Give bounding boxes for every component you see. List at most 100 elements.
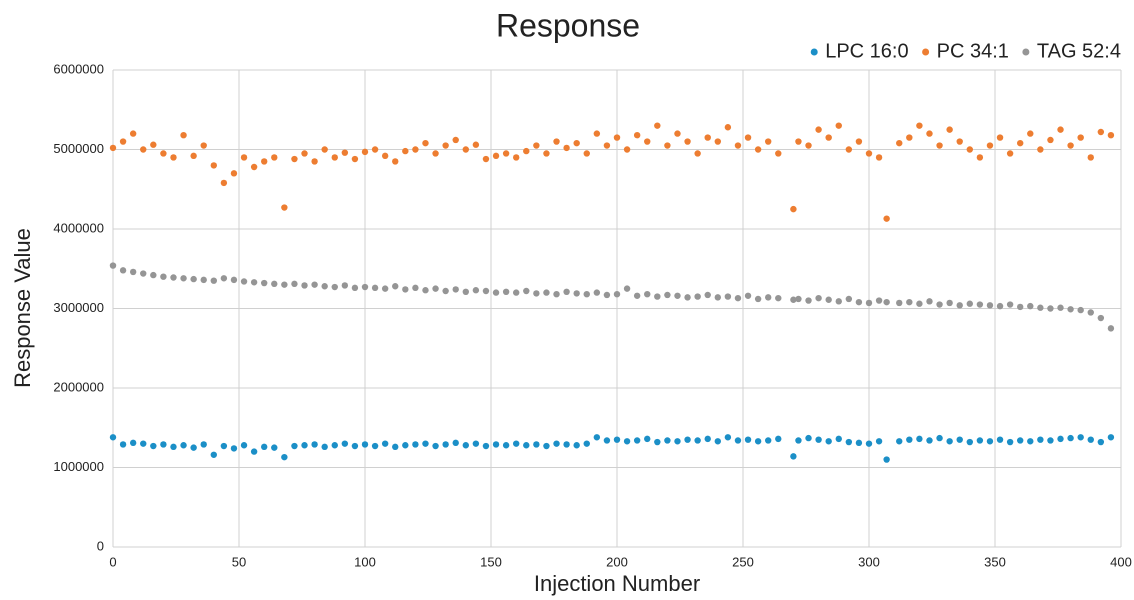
point bbox=[1037, 146, 1044, 153]
point bbox=[482, 442, 490, 450]
point bbox=[1057, 435, 1064, 443]
point bbox=[513, 154, 520, 161]
point bbox=[623, 285, 631, 292]
point bbox=[1107, 325, 1115, 332]
legend-label: TAG 52:4 bbox=[1037, 40, 1121, 62]
point bbox=[654, 293, 661, 300]
point bbox=[311, 281, 318, 288]
point bbox=[392, 158, 399, 165]
point bbox=[331, 283, 338, 291]
point bbox=[392, 443, 399, 451]
point bbox=[593, 434, 601, 441]
point bbox=[492, 289, 500, 296]
point bbox=[875, 297, 883, 304]
y-tick-label: 2000000 bbox=[53, 379, 104, 394]
point bbox=[220, 442, 228, 450]
point bbox=[361, 441, 369, 448]
point bbox=[180, 275, 187, 282]
point bbox=[271, 280, 278, 288]
point bbox=[790, 205, 797, 213]
point bbox=[875, 154, 883, 161]
point bbox=[865, 150, 873, 157]
point bbox=[341, 440, 349, 447]
point bbox=[190, 444, 197, 451]
point bbox=[361, 148, 369, 156]
point bbox=[754, 146, 762, 153]
point bbox=[986, 438, 994, 445]
point bbox=[281, 453, 288, 461]
point bbox=[210, 277, 217, 284]
point bbox=[1107, 434, 1115, 441]
point bbox=[906, 436, 913, 443]
point bbox=[543, 150, 550, 157]
point bbox=[220, 179, 228, 187]
point bbox=[331, 154, 338, 161]
point bbox=[311, 441, 318, 448]
point bbox=[402, 286, 409, 293]
point bbox=[160, 273, 167, 280]
point bbox=[583, 150, 590, 157]
point bbox=[492, 441, 500, 448]
point bbox=[936, 142, 943, 149]
point bbox=[825, 438, 832, 445]
point bbox=[855, 298, 863, 306]
point bbox=[765, 294, 772, 301]
point bbox=[1077, 134, 1084, 141]
point bbox=[633, 292, 641, 299]
point bbox=[966, 146, 973, 153]
point bbox=[906, 298, 913, 306]
point bbox=[704, 291, 711, 299]
point bbox=[956, 302, 963, 309]
point bbox=[402, 442, 409, 449]
point bbox=[250, 279, 258, 286]
point bbox=[613, 290, 621, 298]
point bbox=[986, 142, 994, 149]
point bbox=[502, 150, 510, 157]
point bbox=[533, 290, 540, 297]
point bbox=[1097, 128, 1105, 136]
point bbox=[442, 287, 449, 295]
point bbox=[200, 276, 207, 284]
point bbox=[190, 275, 197, 283]
point bbox=[1087, 436, 1094, 443]
point bbox=[684, 294, 691, 301]
point bbox=[825, 296, 832, 303]
point bbox=[341, 149, 349, 156]
point bbox=[724, 124, 732, 131]
point bbox=[734, 294, 742, 302]
point bbox=[664, 291, 671, 299]
point bbox=[1037, 304, 1044, 311]
point bbox=[432, 285, 439, 292]
point bbox=[1087, 154, 1094, 161]
point bbox=[321, 443, 328, 451]
point bbox=[250, 448, 258, 455]
point bbox=[573, 139, 580, 147]
point bbox=[482, 287, 490, 295]
point bbox=[392, 283, 399, 290]
legend-marker bbox=[810, 48, 818, 56]
point bbox=[674, 130, 681, 137]
point bbox=[442, 441, 449, 448]
point bbox=[996, 134, 1004, 141]
point bbox=[633, 437, 641, 444]
point bbox=[896, 139, 903, 147]
x-tick-label: 150 bbox=[480, 554, 502, 569]
point bbox=[684, 436, 691, 443]
point bbox=[180, 442, 187, 449]
point bbox=[1017, 437, 1024, 444]
point bbox=[623, 146, 631, 153]
point bbox=[855, 439, 863, 447]
point bbox=[502, 288, 510, 296]
point bbox=[381, 440, 389, 447]
point bbox=[825, 134, 832, 141]
point bbox=[623, 438, 631, 445]
point bbox=[845, 146, 853, 153]
point bbox=[553, 138, 560, 145]
point bbox=[160, 441, 167, 448]
point bbox=[734, 437, 742, 444]
point bbox=[472, 440, 480, 447]
point bbox=[946, 438, 953, 445]
point bbox=[301, 442, 308, 449]
point bbox=[815, 126, 822, 133]
point bbox=[805, 297, 812, 304]
